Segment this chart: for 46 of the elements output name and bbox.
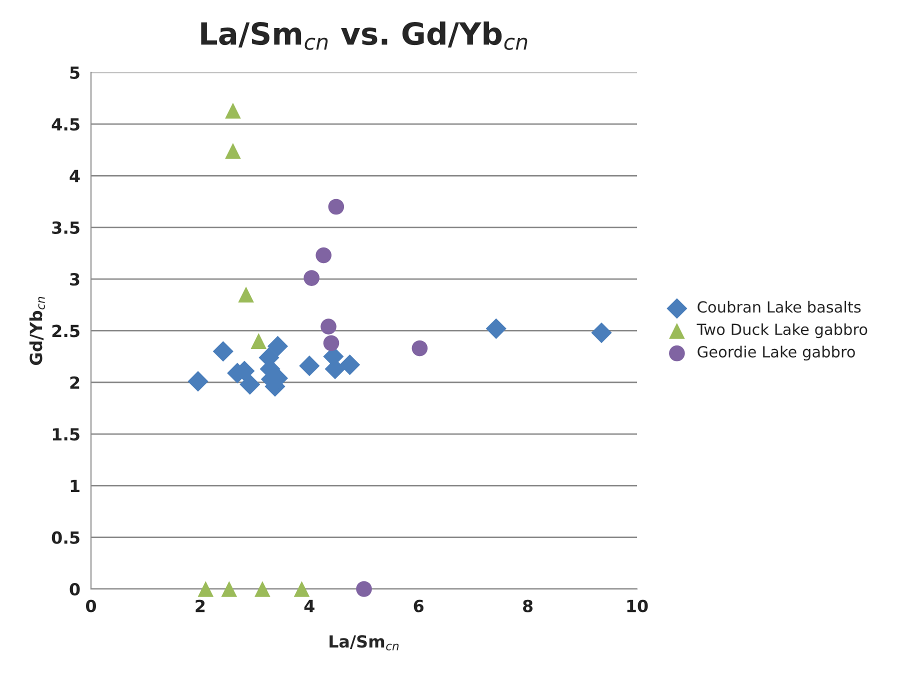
point — [188, 371, 208, 392]
point — [238, 286, 254, 302]
y-tick-label: 5 — [70, 66, 80, 80]
point — [250, 333, 267, 349]
y-tick-label: 3.5 — [52, 221, 80, 234]
chart-title: La/Sm$_{cn}$ vs. Gd/Yb$_{cn}$ — [201, 21, 528, 50]
y-tick-label: 2.5 — [52, 324, 80, 338]
x-tick-label: 10 — [627, 600, 648, 612]
point — [486, 318, 506, 339]
legend-label: Coubran Lake basalts — [698, 300, 861, 313]
point — [356, 581, 372, 597]
y-tick-label: 4.5 — [52, 118, 80, 131]
x-axis-title: La/Sm$_{cn}$ — [330, 635, 399, 650]
y-axis-title: Gd/Yb$_{cn}$ — [29, 296, 45, 365]
point — [299, 356, 320, 376]
point — [240, 374, 260, 395]
y-tick-label: 0 — [70, 582, 80, 596]
point — [340, 354, 360, 376]
legend-label: Geordie Lake gabbro — [698, 346, 855, 361]
x-tick-label: 0 — [86, 600, 96, 612]
y-tick-label: 1 — [70, 480, 80, 492]
y-tick-label: 4 — [70, 170, 80, 182]
point — [328, 198, 344, 215]
point — [254, 581, 270, 597]
y-tick-label: 3 — [70, 273, 80, 286]
x-tick-label: 6 — [414, 600, 424, 612]
point — [267, 336, 288, 357]
point — [323, 335, 340, 352]
y-tick-label: 0.5 — [52, 531, 80, 544]
point — [316, 247, 332, 264]
y-tick-label: 2 — [70, 376, 80, 389]
x-tick-label: 8 — [523, 600, 533, 612]
point — [412, 340, 428, 356]
x-tick-label: 4 — [304, 600, 314, 612]
legend-label: Two Duck Lake gabbro — [696, 323, 868, 338]
y-tick-label: 1.5 — [52, 428, 80, 441]
point — [212, 341, 234, 362]
point — [591, 322, 612, 344]
point — [294, 581, 310, 597]
point — [221, 581, 238, 597]
point — [225, 102, 241, 119]
point — [225, 143, 241, 159]
x-tick-label: 2 — [196, 600, 205, 612]
point — [198, 581, 214, 597]
point — [304, 270, 320, 286]
point — [320, 318, 336, 334]
